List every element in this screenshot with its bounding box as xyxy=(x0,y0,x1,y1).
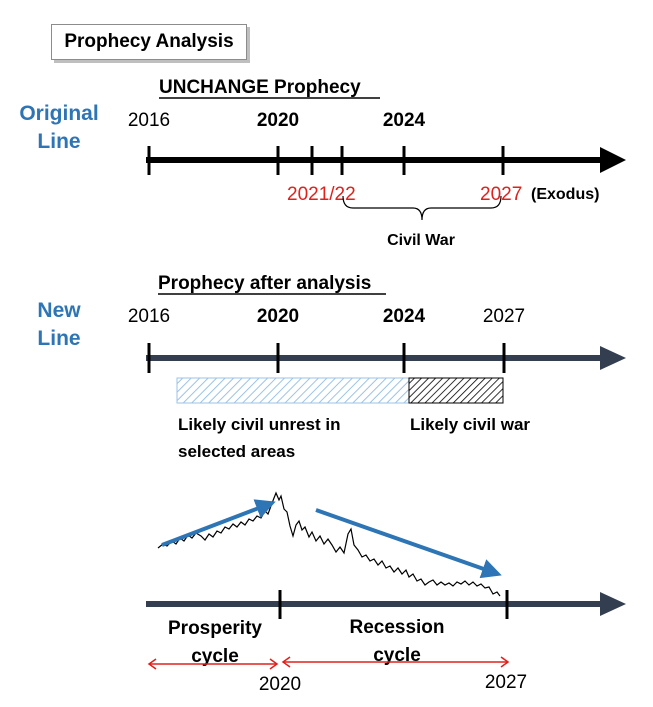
page-title: Prophecy Analysis xyxy=(51,24,247,60)
new-axis-arrowhead xyxy=(600,346,626,370)
cycle-year-2020: 2020 xyxy=(259,674,301,695)
original-marker-2021-22: 2021/22 xyxy=(287,184,356,205)
original-heading: UNCHANGE Prophecy xyxy=(159,77,361,98)
cycle-axis-arrowhead xyxy=(600,592,626,616)
original-line-label: Original Line xyxy=(12,100,106,156)
civil-unrest-label-line1: Likely civil unrest in xyxy=(178,415,341,434)
prosperity-label-line1: Prosperity xyxy=(168,618,262,639)
prosperity-span-arrow xyxy=(147,658,279,670)
original-year-2016: 2016 xyxy=(128,110,170,131)
new-line-label-line2: Line xyxy=(37,327,81,350)
original-marker-2027: 2027 xyxy=(480,184,522,205)
civil-war-bar xyxy=(408,377,504,404)
original-line-label-line2: Line xyxy=(37,130,81,153)
upward-trend-arrow xyxy=(161,499,276,547)
new-heading: Prophecy after analysis xyxy=(158,273,371,294)
original-exodus-label: (Exodus) xyxy=(531,186,599,203)
civil-war-label: Civil War xyxy=(387,232,455,249)
civil-unrest-label-line2: selected areas xyxy=(178,442,295,461)
new-line-label: New Line xyxy=(12,297,106,353)
original-axis-arrowhead xyxy=(600,147,626,173)
civil-unrest-bar xyxy=(176,377,410,404)
cycle-year-2027: 2027 xyxy=(485,672,527,693)
new-year-2016: 2016 xyxy=(128,306,170,327)
original-year-2020: 2020 xyxy=(257,110,299,131)
recession-label-line2: cycle xyxy=(373,645,421,666)
civil-war-legend-label: Likely civil war xyxy=(410,415,530,434)
prosperity-label-line2: cycle xyxy=(191,646,239,667)
original-line-label-line1: Original xyxy=(19,102,99,125)
downward-trend-arrow xyxy=(315,508,502,579)
civil-war-brace xyxy=(342,195,502,221)
market-index-line xyxy=(157,491,501,597)
recession-span-arrow xyxy=(281,656,510,668)
new-year-2020: 2020 xyxy=(257,306,299,327)
recession-label-line1: Recession xyxy=(349,617,444,638)
new-year-2024: 2024 xyxy=(383,306,426,327)
new-line-label-line1: New xyxy=(37,299,81,322)
original-year-2024: 2024 xyxy=(383,110,426,131)
new-year-2027: 2027 xyxy=(483,306,525,327)
